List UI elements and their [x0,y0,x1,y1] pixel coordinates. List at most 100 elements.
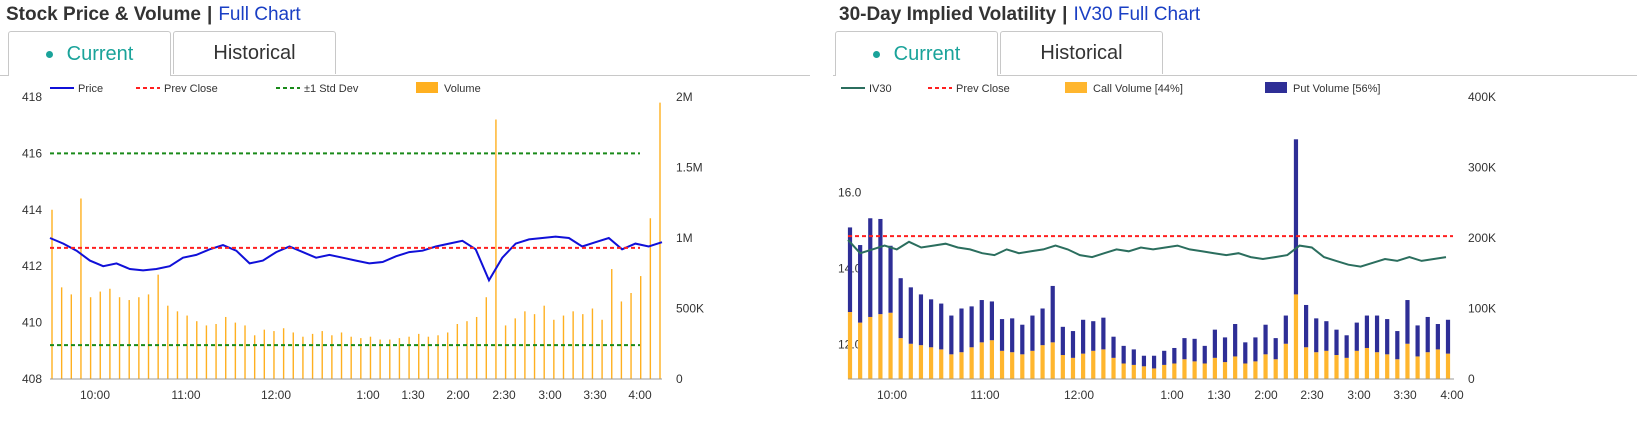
y-right-tick-label: 500K [676,302,704,316]
call-volume-bar [1273,359,1278,379]
call-volume-bar [989,340,994,379]
put-volume-bar [1293,139,1299,295]
call-volume-bar [1314,352,1319,379]
x-tick-label: 3:00 [538,388,562,402]
call-volume-bar [1020,354,1025,379]
call-volume-bar [1091,350,1096,379]
call-volume-bar [888,312,893,379]
stock-price-volume-panel: Stock Price & Volume | Full Chart Current … [0,0,810,422]
put-volume-bar [888,245,893,313]
call-volume-bar [878,314,883,379]
call-volume-bar [1415,356,1420,379]
call-volume-bar [1405,343,1410,379]
y-right-tick-label: 0 [1468,372,1475,386]
x-tick-label: 10:00 [877,388,907,402]
title-separator: | [1062,4,1068,25]
call-volume-bar [928,347,934,379]
call-volume-bar [1111,357,1116,379]
put-volume-bar [1121,345,1126,364]
tab-current[interactable]: Current [8,31,171,76]
put-volume-bar [1385,319,1390,355]
price-line [49,235,663,283]
iv30-full-chart-link[interactable]: IV30 Full Chart [1073,4,1201,25]
call-volume-bar [1425,352,1430,379]
call-volume-bar [847,312,853,379]
put-volume-bar [1192,338,1197,362]
put-volume-bar [1212,329,1217,358]
x-tick-label: 1:00 [356,388,380,402]
put-volume-bar [1435,324,1440,350]
legend-label: Prev Close [164,83,218,95]
call-volume-bar [858,322,863,379]
put-volume-bar [969,306,974,348]
put-volume-bar [847,227,853,313]
put-volume-bar [999,319,1005,351]
put-volume-bar [1415,325,1420,357]
x-tick-label: 12:00 [261,388,291,402]
stock-price-chart: Price Prev Close ±1 Std Dev Volume 418 416 414… [22,82,704,402]
legend-label: Price [78,83,103,95]
call-volume-bar [1060,355,1065,379]
tab-bar: Current Historical [0,31,810,76]
tab-historical[interactable]: Historical [1000,31,1163,74]
y-right-tick-label: 1M [676,231,693,245]
x-tick-label: 11:00 [171,388,200,402]
tab-label: Historical [213,41,296,64]
call-volume-bar [1182,359,1187,379]
call-volume-bar [1233,356,1238,379]
tab-current[interactable]: Current [835,31,998,76]
put-volume-bar [1182,338,1187,360]
legend-label: ±1 Std Dev [304,83,359,95]
put-volume-bar [1445,319,1451,354]
call-volume-bar [1101,349,1106,379]
x-tick-label: 4:00 [628,388,652,402]
put-volume-bar [1253,337,1258,362]
put-volume-bar [939,303,944,350]
call-volume-bar [1070,357,1076,379]
put-volume-bar [979,300,984,343]
y-left-tick-label: 414 [22,203,42,217]
call-volume-bar [1435,349,1440,379]
call-volume-bar [999,350,1005,379]
x-tick-label: 3:00 [1347,388,1371,402]
call-volume-bar [1141,366,1147,379]
iv30-line [847,239,1447,268]
y-right-tick-label: 400K [1468,90,1496,104]
title-text: Stock Price & Volume [6,4,201,25]
put-volume-bar [1364,315,1370,348]
put-volume-bar [918,294,924,346]
call-volume-bar [959,352,964,379]
full-chart-link[interactable]: Full Chart [218,4,301,25]
panel-title: Stock Price & Volume | Full Chart [6,4,301,26]
call-volume-bar [1222,362,1228,379]
tab-historical[interactable]: Historical [173,31,336,74]
put-volume-bar [1141,355,1147,367]
x-tick-label: 1:30 [401,388,425,402]
put-volume-bar [1243,342,1248,364]
x-tick-label: 2:30 [492,388,516,402]
iv30-chart: IV30 Prev Close Call Volume [44%] Put Volum… [838,82,1496,402]
y-right-tick-label: 300K [1468,161,1496,175]
put-volume-bar [898,278,903,339]
put-volume-bar [1354,322,1359,351]
y-left-tick-label: 412 [22,259,42,273]
y-left-tick-label: 418 [22,90,42,104]
x-tick-label: 2:00 [446,388,470,402]
put-volume-bar [1050,285,1055,343]
put-volume-bar [1425,316,1430,353]
put-volume-bar [878,218,883,315]
x-tick-label: 4:00 [1440,388,1464,402]
call-volume-bar [1030,350,1035,379]
call-volume-bar [1334,355,1339,379]
panel-title: 30-Day Implied Volatility | IV30 Full Char… [839,4,1200,26]
y-right-tick-label: 100K [1468,302,1496,316]
legend-swatch-3 [1265,82,1287,93]
call-volume-bar [1131,364,1136,379]
call-volume-bar [1192,361,1197,379]
call-volume-bar [979,342,984,379]
put-volume-bar [1222,337,1228,363]
call-volume-bar [1385,354,1390,379]
put-volume-bar [1334,329,1339,356]
put-volume-bar [1111,336,1116,358]
call-volume-bar [1172,363,1177,379]
